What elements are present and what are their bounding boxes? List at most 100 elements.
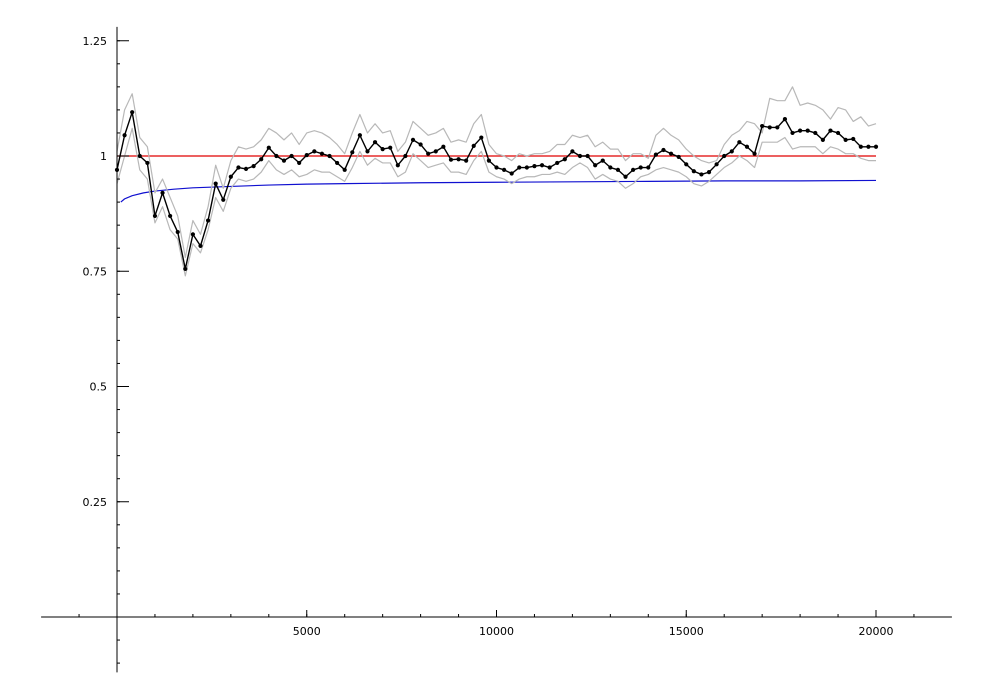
data-point — [350, 150, 355, 155]
data-point — [547, 165, 552, 170]
data-point — [600, 158, 605, 163]
data-point — [122, 133, 127, 138]
data-point — [145, 160, 150, 166]
data-point — [570, 149, 575, 154]
data-point — [205, 218, 211, 223]
data-point — [623, 174, 628, 179]
data-point — [790, 130, 795, 136]
data-point — [653, 152, 658, 157]
data-point — [464, 158, 469, 163]
data-point — [274, 153, 279, 159]
data-point — [130, 110, 135, 115]
data-point — [646, 165, 651, 170]
data-point — [684, 162, 689, 167]
data-point — [236, 165, 241, 170]
data-point — [699, 172, 704, 177]
data-point — [494, 165, 499, 170]
y-tick-label: 0.75 — [83, 265, 108, 278]
data-point — [851, 136, 856, 142]
series-layer — [114, 86, 879, 277]
data-point — [213, 181, 218, 186]
data-point — [456, 157, 461, 162]
data-point — [706, 170, 712, 175]
data-point — [479, 135, 484, 140]
data-point — [722, 153, 727, 159]
x-tick-label: 15000 — [669, 625, 704, 638]
data-point — [357, 133, 362, 138]
data-point — [319, 151, 325, 156]
data-point — [691, 169, 696, 174]
x-tick-label: 20000 — [859, 625, 894, 638]
data-point — [418, 142, 423, 147]
data-point — [752, 151, 757, 156]
data-point — [297, 160, 302, 166]
data-point — [365, 149, 370, 154]
data-point — [737, 140, 742, 145]
data-point — [577, 153, 583, 159]
data-point — [395, 163, 400, 168]
data-point — [760, 123, 765, 129]
data-point — [555, 160, 560, 166]
data-point — [638, 165, 643, 170]
data-point — [593, 163, 598, 168]
data-point — [517, 165, 522, 170]
data-point — [813, 130, 818, 136]
data-point — [410, 137, 416, 142]
data-point — [175, 229, 180, 235]
y-tick-label: 1.25 — [83, 35, 108, 48]
data-point — [631, 167, 636, 172]
data-point — [798, 128, 803, 133]
data-point — [380, 146, 385, 152]
data-point — [585, 153, 590, 159]
data-point — [729, 149, 734, 154]
data-point — [873, 144, 879, 149]
data-point — [251, 164, 256, 169]
data-point — [866, 144, 871, 149]
data-point — [403, 153, 408, 159]
data-point — [714, 162, 719, 167]
data-point — [828, 128, 833, 133]
data-point — [160, 190, 165, 195]
y-axis-ticks: 0.25 0.5 0.75 1 1.25 — [83, 35, 129, 664]
data-point — [524, 165, 529, 170]
data-point — [448, 157, 454, 162]
data-point — [342, 167, 347, 172]
data-point — [312, 149, 317, 154]
data-point — [388, 145, 393, 150]
data-point — [426, 151, 431, 156]
series-line-main — [116, 111, 876, 270]
data-point — [668, 151, 674, 156]
data-point — [266, 145, 271, 150]
data-point — [304, 152, 309, 158]
axes-layer: 5000 10000 15000 20000 0.25 0.5 0.75 1 1.25 — [41, 26, 952, 673]
data-point — [843, 137, 848, 142]
data-point — [327, 153, 332, 159]
data-point — [676, 154, 681, 160]
data-point — [805, 128, 810, 133]
y-tick-label: 0.25 — [83, 496, 108, 509]
data-point — [509, 171, 514, 176]
data-point — [183, 266, 188, 272]
data-point — [243, 166, 249, 172]
data-point — [168, 213, 173, 219]
data-point — [835, 130, 841, 136]
x-axis-ticks: 5000 10000 15000 20000 — [78, 610, 915, 638]
data-point — [539, 163, 545, 168]
data-point — [198, 243, 203, 248]
data-point — [281, 158, 287, 163]
data-point — [744, 144, 750, 149]
data-point — [228, 174, 233, 179]
data-point — [820, 137, 825, 142]
data-point — [661, 147, 666, 153]
data-point — [608, 165, 613, 170]
data-point — [532, 164, 537, 169]
data-point — [372, 140, 378, 145]
data-point — [221, 197, 226, 202]
series-line-lower — [116, 127, 876, 277]
data-point — [767, 125, 772, 130]
series-line-smooth — [120, 179, 877, 203]
data-point — [782, 117, 788, 122]
series-line-upper — [116, 86, 877, 259]
data-point — [441, 144, 446, 149]
